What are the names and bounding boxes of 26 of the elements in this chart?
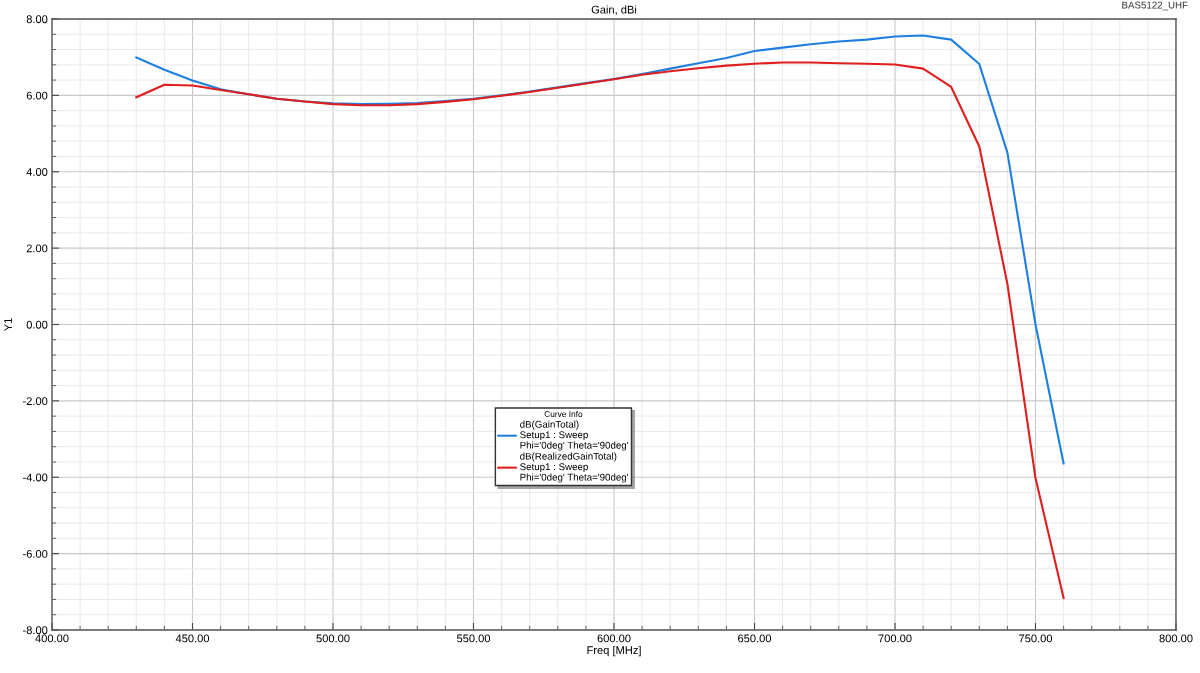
y-tick-label: -8.00: [23, 626, 48, 635]
legend-title: Curve Info: [544, 410, 583, 417]
legend-label: dB(RealizedGainTotal) Setup1 : Sweep Phi='0deg' Theta='90deg': [520, 452, 629, 483]
x-tick-label: 800.00: [1159, 634, 1193, 643]
y-tick-label: 8.00: [26, 15, 48, 24]
chart-title: Gain, dBi: [591, 5, 637, 15]
y-tick-label: 0.00: [26, 320, 48, 329]
x-tick-label: 500.00: [316, 634, 350, 643]
x-tick-label: 550.00: [456, 634, 491, 643]
y-tick-label: 4.00: [26, 168, 48, 176]
y-tick-label: -2.00: [23, 397, 48, 406]
y-axis-title: Y1: [4, 318, 12, 332]
x-tick-label: 650.00: [738, 634, 772, 643]
x-tick-label: 750.00: [1019, 634, 1053, 643]
text: BAS5122_UHF: [1122, 1, 1188, 11]
y-tick-label: -4.00: [23, 473, 48, 482]
x-tick-label: 700.00: [878, 634, 912, 643]
line-series: [135, 34, 1065, 465]
y-tick-label: 2.00: [26, 244, 48, 253]
x-axis-title: Freq [MHz]: [587, 645, 641, 657]
x-tick-label: 450.00: [175, 634, 210, 643]
y-tick-label: -6.00: [23, 549, 48, 558]
y-tick-label: 6.00: [26, 91, 48, 100]
line-series: [135, 61, 1065, 599]
x-tick-label: 600.00: [597, 634, 631, 643]
x-tick-label: 400.00: [35, 634, 69, 643]
